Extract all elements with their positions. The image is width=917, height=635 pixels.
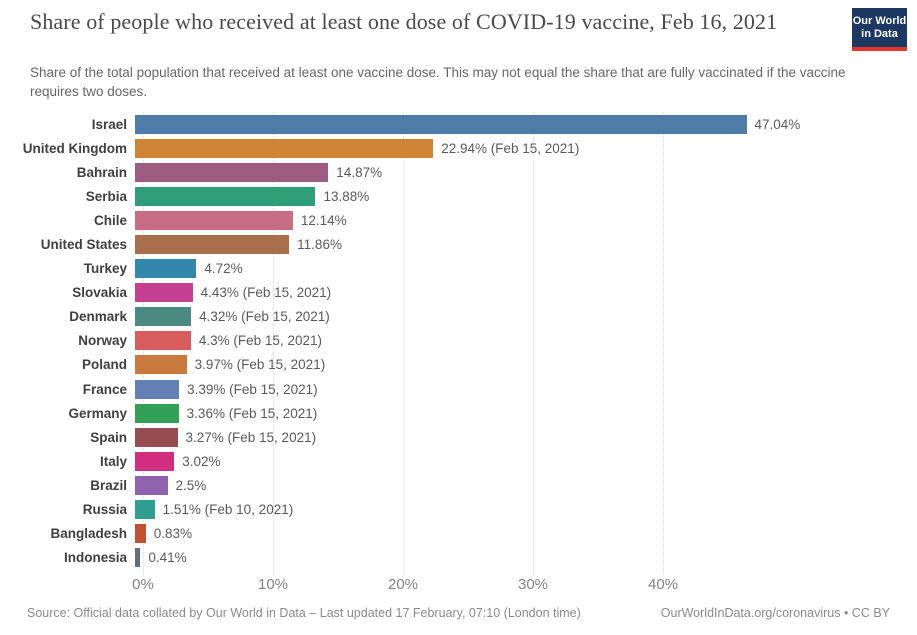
bar-row: Serbia 13.88% bbox=[0, 184, 917, 208]
bar[interactable] bbox=[135, 379, 180, 399]
owid-logo-line2: in Data bbox=[861, 28, 898, 40]
country-label: France bbox=[82, 381, 127, 397]
value-label: 0.83% bbox=[153, 526, 193, 542]
source-note: Source: Official data collated by Our Wo… bbox=[27, 606, 581, 620]
value-label: 4.43% (Feb 15, 2021) bbox=[200, 285, 332, 301]
country-label: Chile bbox=[93, 212, 127, 228]
bar[interactable] bbox=[135, 451, 175, 471]
gridline-40 bbox=[663, 112, 664, 575]
bar[interactable] bbox=[135, 186, 316, 206]
x-tick-label: 30% bbox=[517, 576, 549, 593]
bar-row: Bahrain 14.87% bbox=[0, 160, 917, 184]
x-tick-label: 10% bbox=[257, 576, 289, 593]
bar[interactable] bbox=[135, 355, 187, 375]
bar-row: Brazil 2.5% bbox=[0, 473, 917, 497]
owid-logo-accent-bar bbox=[852, 47, 907, 51]
x-tick-label: 40% bbox=[647, 576, 679, 593]
bar-row: Turkey 4.72% bbox=[0, 257, 917, 281]
owid-logo[interactable]: Our World in Data bbox=[852, 8, 907, 51]
country-label: United Kingdom bbox=[22, 140, 127, 156]
bar[interactable] bbox=[135, 524, 146, 544]
country-label: Germany bbox=[68, 405, 127, 421]
bar[interactable] bbox=[135, 427, 178, 447]
bar-row: Italy 3.02% bbox=[0, 449, 917, 473]
value-label: 22.94% (Feb 15, 2021) bbox=[441, 140, 580, 156]
bar-row: United States 11.86% bbox=[0, 232, 917, 256]
bar-row: United Kingdom 22.94% (Feb 15, 2021) bbox=[0, 136, 917, 160]
bar-row: Spain 3.27% (Feb 15, 2021) bbox=[0, 425, 917, 449]
country-label: Bangladesh bbox=[50, 526, 127, 542]
bar-row: Chile 12.14% bbox=[0, 208, 917, 232]
chart-title: Share of people who received at least on… bbox=[30, 9, 778, 34]
bar-row: Poland 3.97% (Feb 15, 2021) bbox=[0, 353, 917, 377]
bar-row: Germany 3.36% (Feb 15, 2021) bbox=[0, 401, 917, 425]
country-label: Serbia bbox=[85, 188, 127, 204]
chart-subtitle: Share of the total population that recei… bbox=[30, 65, 846, 99]
country-label: Spain bbox=[90, 429, 127, 445]
value-label: 3.97% (Feb 15, 2021) bbox=[194, 357, 326, 373]
plot-area: Israel 47.04% United Kingdom 22.94% (Feb 15… bbox=[0, 112, 917, 575]
value-label: 0.41% bbox=[148, 550, 187, 566]
value-label: 3.02% bbox=[182, 453, 221, 469]
bar-row: Israel 47.04% bbox=[0, 112, 917, 136]
x-tick-label: 20% bbox=[387, 576, 419, 593]
value-label: 4.3% (Feb 15, 2021) bbox=[198, 333, 322, 349]
value-label: 47.04% bbox=[754, 116, 801, 132]
bar[interactable] bbox=[135, 259, 197, 279]
bar[interactable] bbox=[135, 500, 155, 520]
country-label: Italy bbox=[99, 453, 127, 469]
bar-row: Denmark 4.32% (Feb 15, 2021) bbox=[0, 305, 917, 329]
country-label: Israel bbox=[91, 116, 127, 132]
value-label: 12.14% bbox=[300, 212, 347, 228]
bar[interactable] bbox=[135, 114, 747, 134]
bar[interactable] bbox=[135, 403, 179, 423]
bar[interactable] bbox=[135, 210, 293, 230]
bar[interactable] bbox=[135, 331, 191, 351]
country-label: Indonesia bbox=[63, 550, 127, 566]
bar[interactable] bbox=[135, 548, 141, 568]
country-label: Denmark bbox=[69, 309, 127, 325]
bar-row: Norway 4.3% (Feb 15, 2021) bbox=[0, 329, 917, 353]
country-label: Russia bbox=[82, 502, 127, 518]
bar-row: Slovakia 4.43% (Feb 15, 2021) bbox=[0, 281, 917, 305]
gridline-20 bbox=[403, 112, 404, 575]
gridline-10 bbox=[273, 112, 274, 575]
country-label: United States bbox=[40, 237, 127, 253]
bar[interactable] bbox=[135, 162, 329, 182]
value-label: 4.72% bbox=[204, 261, 243, 277]
country-label: Bahrain bbox=[76, 164, 127, 180]
x-axis: 0% 10% 20% 30% 40% bbox=[0, 576, 917, 596]
value-label: 1.51% (Feb 10, 2021) bbox=[162, 502, 294, 518]
bar-rows: Israel 47.04% United Kingdom 22.94% (Feb 15… bbox=[0, 112, 917, 570]
bar-row: France 3.39% (Feb 15, 2021) bbox=[0, 377, 917, 401]
value-label: 2.5% bbox=[175, 477, 207, 493]
x-tick-label: 0% bbox=[132, 576, 154, 593]
bar[interactable] bbox=[135, 475, 168, 495]
country-label: Poland bbox=[81, 357, 127, 373]
footer-link[interactable]: OurWorldInData.org/coronavirus • CC BY bbox=[660, 606, 890, 620]
value-label: 11.86% bbox=[297, 237, 342, 253]
country-label: Turkey bbox=[83, 261, 127, 277]
value-label: 3.36% (Feb 15, 2021) bbox=[186, 405, 318, 421]
value-label: 4.32% (Feb 15, 2021) bbox=[199, 309, 330, 325]
bar[interactable] bbox=[135, 138, 434, 158]
bar-row: Russia 1.51% (Feb 10, 2021) bbox=[0, 498, 917, 522]
footer: Source: Official data collated by Our Wo… bbox=[0, 606, 917, 620]
gridline-30 bbox=[533, 112, 534, 575]
country-label: Norway bbox=[78, 333, 127, 349]
value-label: 3.39% (Feb 15, 2021) bbox=[187, 381, 318, 397]
value-label: 13.88% bbox=[323, 188, 370, 204]
bar[interactable] bbox=[135, 307, 192, 327]
value-label: 3.27% (Feb 15, 2021) bbox=[185, 429, 317, 445]
owid-logo-line1: Our World bbox=[852, 15, 907, 27]
bar-row: Bangladesh 0.83% bbox=[0, 522, 917, 546]
bar[interactable] bbox=[135, 283, 193, 303]
bar-row: Indonesia 0.41% bbox=[0, 546, 917, 570]
country-label: Brazil bbox=[90, 477, 127, 493]
country-label: Slovakia bbox=[72, 285, 127, 301]
value-label: 14.87% bbox=[336, 164, 383, 180]
bar[interactable] bbox=[135, 235, 290, 255]
